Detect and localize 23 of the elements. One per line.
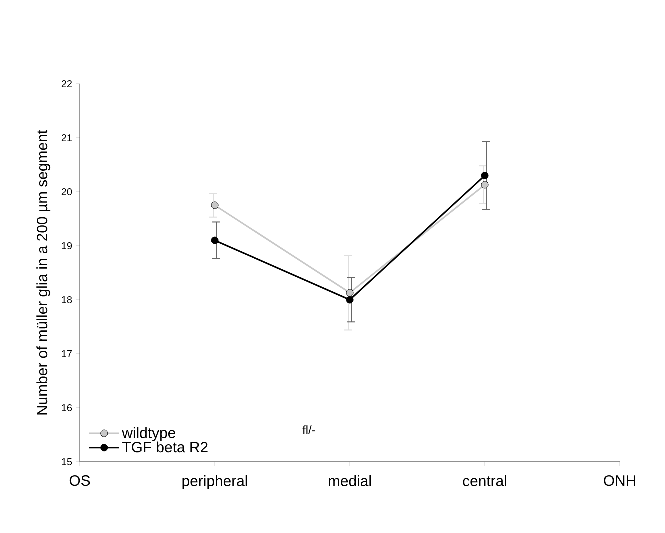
point bbox=[481, 181, 489, 189]
y-tick-label: 18 bbox=[62, 296, 72, 304]
annotation: fl/- bbox=[302, 426, 316, 434]
y-tick-label: 15 bbox=[62, 458, 72, 466]
x-tick-label: medial bbox=[328, 476, 371, 486]
point bbox=[211, 236, 219, 244]
x-tick-label: peripheral bbox=[182, 476, 248, 490]
y-tick-label: 17 bbox=[62, 350, 72, 358]
point bbox=[346, 289, 354, 297]
x-tick-label: OS bbox=[70, 476, 90, 486]
point bbox=[211, 202, 219, 210]
x-tick-label: ONH bbox=[604, 476, 636, 486]
y-tick-label: 22 bbox=[62, 80, 72, 88]
point bbox=[481, 172, 489, 180]
y-tick-label: 19 bbox=[62, 242, 72, 250]
y-tick-label: 21 bbox=[62, 134, 72, 142]
y-tick-label: 20 bbox=[62, 188, 72, 196]
y-axis-title: Number of müller glia in a 200 µm segment bbox=[36, 130, 51, 415]
x-tick-label: central bbox=[463, 476, 506, 486]
y-tick-label: 16 bbox=[62, 404, 72, 412]
legend-label: wildtype bbox=[122, 427, 176, 442]
legend-label: TGF beta R2 bbox=[122, 442, 208, 453]
point bbox=[346, 296, 354, 304]
